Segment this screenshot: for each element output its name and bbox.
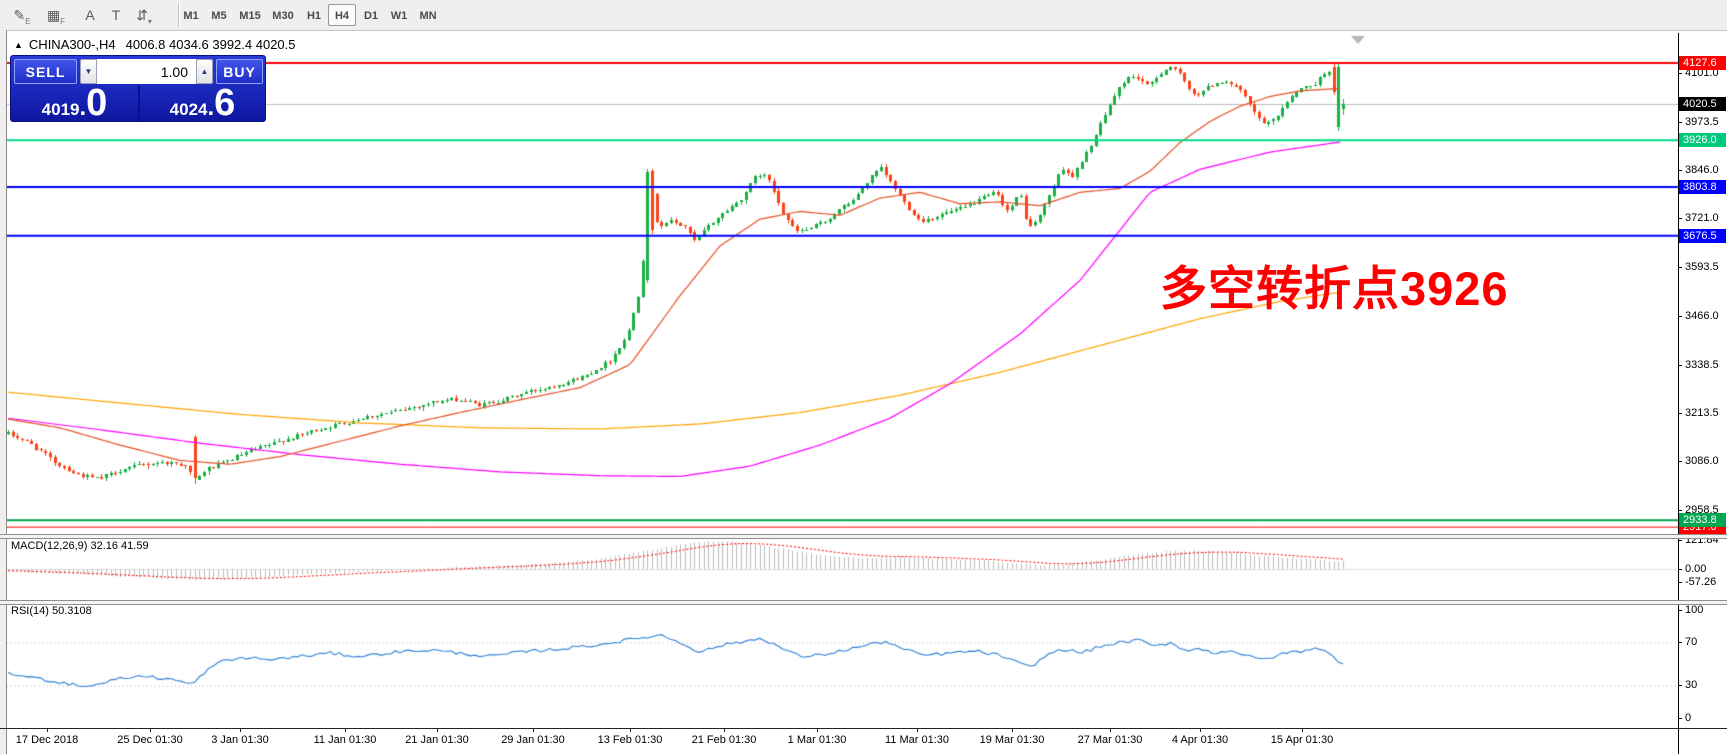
macd-indicator-label: MACD(12,26,9) 32.16 41.59 xyxy=(11,540,149,552)
rsi-scale-label: 30 xyxy=(1679,679,1727,691)
collapse-panel-arrow-icon[interactable]: ▲ xyxy=(14,40,23,50)
time-label: 13 Feb 01:30 xyxy=(597,734,663,746)
timeframe-m15[interactable]: M15 xyxy=(239,10,261,22)
text-box-icon[interactable]: T xyxy=(111,7,121,23)
time-label: 4 Apr 01:30 xyxy=(1171,734,1229,746)
time-tick xyxy=(437,729,438,732)
time-label: 11 Jan 01:30 xyxy=(313,734,377,746)
timeframe-d1[interactable]: D1 xyxy=(363,10,379,22)
price-tick-label: 3721.0 xyxy=(1679,212,1727,224)
macd-pane-separator[interactable] xyxy=(0,534,1727,539)
time-tick xyxy=(1302,729,1303,732)
price-tick-label: 3973.5 xyxy=(1679,116,1727,128)
chart-text-annotation: 多空转折点3926 xyxy=(1160,262,1509,315)
buy-button[interactable]: BUY xyxy=(216,59,263,84)
timeframe-w1[interactable]: W1 xyxy=(390,10,408,22)
time-axis[interactable]: 17 Dec 2018 25 Dec 01:30 3 Jan 01:30 11 Jan… xyxy=(7,729,1678,754)
volume-increase-button[interactable]: ▲ xyxy=(196,59,213,84)
time-tick xyxy=(1110,729,1111,732)
time-label: 11 Mar 01:30 xyxy=(884,734,950,746)
timeframe-m1[interactable]: M1 xyxy=(183,10,199,22)
time-label: 17 Dec 2018 xyxy=(15,734,79,746)
time-label: 19 Mar 01:30 xyxy=(979,734,1045,746)
price-tick-label: 3466.0 xyxy=(1679,310,1727,322)
time-tick xyxy=(917,729,918,732)
text-label-icon[interactable]: A xyxy=(85,7,95,23)
timeframe-mn[interactable]: MN xyxy=(419,10,437,22)
toolbar-separator xyxy=(178,3,180,27)
one-click-trade-panel: SELL ▼ ▲ BUY 4019.0 4024.6 xyxy=(10,55,266,122)
price-level-badge: 4127.6 xyxy=(1679,56,1726,70)
price-level-badge: 4020.5 xyxy=(1679,97,1726,112)
price-tick-label: 3086.0 xyxy=(1679,455,1727,467)
time-tick xyxy=(240,729,241,732)
chart-title-bar: ▲ CHINA300-,H4 4006.8 4034.6 3992.4 4020.5 xyxy=(14,37,296,52)
price-level-badge: 3676.5 xyxy=(1679,228,1726,243)
candlestick-chart-canvas[interactable] xyxy=(7,33,1678,754)
rsi-indicator-label: RSI(14) 50.3108 xyxy=(11,605,92,617)
time-label: 15 Apr 01:30 xyxy=(1270,734,1334,746)
timeframe-m30[interactable]: M30 xyxy=(272,10,294,22)
volume-decrease-button[interactable]: ▼ xyxy=(80,59,97,84)
macd-scale-label: -57.26 xyxy=(1679,576,1727,588)
rsi-scale-label: 100 xyxy=(1679,604,1727,616)
grid-frame-icon[interactable]: ▦F xyxy=(46,7,66,26)
rsi-scale-label: 0 xyxy=(1679,712,1727,724)
time-tick xyxy=(1200,729,1201,732)
price-axis[interactable]: 4101.0 3973.5 3846.0 3721.0 3593.5 3466.0 3338… xyxy=(1679,33,1727,754)
time-label: 1 Mar 01:30 xyxy=(787,734,847,746)
rsi-scale-label: 70 xyxy=(1679,636,1727,648)
time-label: 21 Feb 01:30 xyxy=(691,734,757,746)
ohlc-values: 4006.8 4034.6 3992.4 4020.5 xyxy=(125,37,296,52)
time-label: 29 Jan 01:30 xyxy=(501,734,565,746)
time-tick xyxy=(630,729,631,732)
time-label: 21 Jan 01:30 xyxy=(405,734,469,746)
time-tick xyxy=(817,729,818,732)
buy-price[interactable]: 4024.6 xyxy=(169,82,236,124)
rsi-pane-separator[interactable] xyxy=(0,600,1727,605)
time-tick xyxy=(724,729,725,732)
price-level-badge: 2933.8 xyxy=(1679,513,1726,528)
price-level-badge: 3803.8 xyxy=(1679,180,1726,194)
time-label: 25 Dec 01:30 xyxy=(117,734,183,746)
price-level-badge: 3926.0 xyxy=(1679,133,1726,148)
draw-pencil-icon[interactable]: ✎E xyxy=(13,7,31,26)
price-axis-border xyxy=(1678,33,1679,754)
time-label: 27 Mar 01:30 xyxy=(1077,734,1143,746)
price-tick-label: 3593.5 xyxy=(1679,261,1727,273)
time-tick xyxy=(1012,729,1013,732)
window-left-edge xyxy=(0,30,7,754)
macd-scale-label: 0.00 xyxy=(1679,563,1727,575)
time-tick xyxy=(150,729,151,732)
sell-button[interactable]: SELL xyxy=(14,59,77,84)
price-tick-label: 3213.5 xyxy=(1679,407,1727,419)
timeframe-h4[interactable]: H4 xyxy=(328,4,356,26)
sell-price[interactable]: 4019.0 xyxy=(41,82,108,124)
toolbar: ✎E ▦F A T ⇵▾ M1 M5 M15 M30 H1 H4 D1 W1 MN xyxy=(0,0,1727,31)
timeframe-m5[interactable]: M5 xyxy=(211,10,227,22)
time-tick xyxy=(533,729,534,732)
timeframe-h1[interactable]: H1 xyxy=(306,10,322,22)
price-tick-label: 3846.0 xyxy=(1679,164,1727,176)
volume-input[interactable] xyxy=(97,59,196,84)
cycle-arrows-icon[interactable]: ⇵▾ xyxy=(136,7,152,26)
time-tick xyxy=(345,729,346,732)
price-divider xyxy=(138,86,140,121)
time-tick xyxy=(47,729,48,732)
time-label: 3 Jan 01:30 xyxy=(211,734,269,746)
price-tick-label: 3338.5 xyxy=(1679,359,1727,371)
symbol-title: CHINA300-,H4 xyxy=(28,37,116,52)
time-axis-separator xyxy=(0,728,1727,729)
